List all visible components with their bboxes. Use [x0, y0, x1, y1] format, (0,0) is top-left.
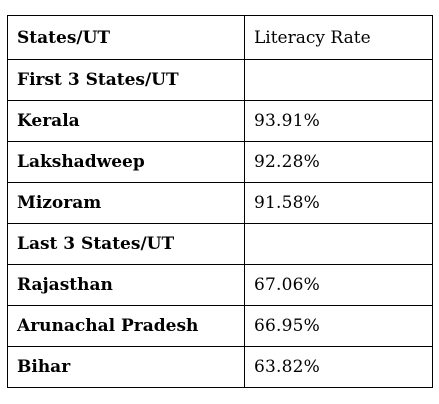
section-row-last: Last 3 States/UT — [7, 223, 433, 265]
literacy-rate-value: 67.06% — [244, 264, 433, 306]
table-row: Kerala 93.91% — [7, 100, 433, 142]
section-title-last: Last 3 States/UT — [7, 223, 245, 265]
header-row: States/UT Literacy Rate — [7, 15, 433, 60]
section-empty-cell — [244, 59, 433, 101]
header-states-ut: States/UT — [7, 15, 245, 60]
section-row-first: First 3 States/UT — [7, 59, 433, 101]
section-title-first: First 3 States/UT — [7, 59, 245, 101]
state-name: Kerala — [7, 100, 245, 142]
table-row: Mizoram 91.58% — [7, 182, 433, 224]
state-name: Rajasthan — [7, 264, 245, 306]
literacy-rate-value: 93.91% — [244, 100, 433, 142]
state-name: Bihar — [7, 346, 245, 388]
state-name: Lakshadweep — [7, 141, 245, 183]
literacy-rate-value: 63.82% — [244, 346, 433, 388]
table-row: Bihar 63.82% — [7, 346, 433, 388]
table-row: Arunachal Pradesh 66.95% — [7, 305, 433, 347]
literacy-rate-value: 92.28% — [244, 141, 433, 183]
state-name: Mizoram — [7, 182, 245, 224]
table-row: Lakshadweep 92.28% — [7, 141, 433, 183]
state-name: Arunachal Pradesh — [7, 305, 245, 347]
header-literacy-rate: Literacy Rate — [244, 15, 433, 60]
section-empty-cell — [244, 223, 433, 265]
table-row: Rajasthan 67.06% — [7, 264, 433, 306]
literacy-rate-value: 91.58% — [244, 182, 433, 224]
literacy-rate-value: 66.95% — [244, 305, 433, 347]
literacy-rate-table: States/UT Literacy Rate First 3 States/U… — [7, 15, 433, 388]
